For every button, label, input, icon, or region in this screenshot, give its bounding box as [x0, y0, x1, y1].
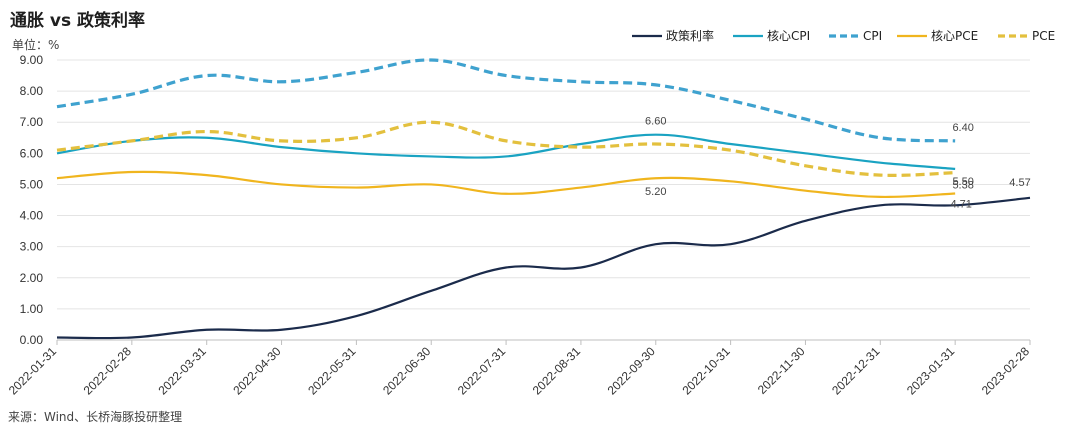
x-tick-label: 2023-02-28	[979, 344, 1033, 398]
y-tick-label: 8.00	[20, 84, 44, 98]
x-tick-label: 2022-08-31	[530, 344, 584, 398]
data-label: 5.50	[952, 176, 973, 188]
series-lines	[56, 58, 1031, 340]
series-line-核心PCE	[56, 170, 956, 199]
x-tick-label: 2022-09-30	[605, 344, 659, 398]
data-label: 4.57	[1009, 177, 1030, 189]
data-label: 5.20	[645, 186, 666, 198]
legend-label: 核心PCE	[931, 29, 978, 43]
x-tick-label: 2022-01-31	[6, 344, 60, 398]
series-line-PCE	[56, 120, 956, 177]
y-tick-label: 4.00	[20, 209, 44, 223]
chart-title: 通胀 vs 政策利率	[10, 11, 146, 31]
x-tick-label: 2022-02-28	[81, 344, 135, 398]
series-line-CPI	[56, 58, 956, 143]
legend-label: CPI	[863, 29, 882, 43]
series-line-政策利率	[56, 196, 1031, 340]
data-labels: 6.60 5.20 6.40 5.505.38 4.71 4.57	[645, 116, 1031, 211]
x-tick-label: 2022-06-30	[380, 344, 434, 398]
y-tick-label: 2.00	[20, 271, 44, 285]
legend-label: 政策利率	[666, 28, 714, 43]
data-label: 6.40	[952, 122, 973, 134]
gridlines	[57, 59, 1030, 341]
legend: 政策利率 核心CPI CPI 核心PCE PCE	[632, 28, 1055, 43]
x-tick-label: 2022-12-31	[829, 344, 883, 398]
y-tick-label: 0.00	[20, 333, 44, 347]
y-tick-label: 3.00	[20, 240, 44, 254]
data-label: 4.71	[950, 198, 971, 210]
y-tick-label: 5.00	[20, 177, 44, 191]
legend-label: PCE	[1032, 29, 1055, 43]
x-tick-label: 2022-07-31	[455, 344, 509, 398]
y-tick-label: 7.00	[20, 115, 44, 129]
x-tick-label: 2023-01-31	[904, 344, 958, 398]
x-tick-label: 2022-04-30	[230, 344, 284, 398]
x-tick-label: 2022-05-31	[305, 344, 359, 398]
unit-label: 单位：%	[12, 38, 60, 52]
x-tick-label: 2022-03-31	[156, 344, 210, 398]
y-tick-label: 1.00	[20, 302, 44, 316]
data-label: 5.38	[952, 180, 973, 192]
y-tick-label: 6.00	[20, 146, 44, 160]
data-label: 6.60	[645, 116, 666, 128]
legend-label: 核心CPI	[767, 29, 810, 43]
source-note: 来源：Wind、长桥海豚投研整理	[8, 410, 183, 424]
series-line-核心CPI	[56, 133, 956, 170]
x-axis: 2022-01-31 2022-02-28 2022-03-31 2022-04-30…	[6, 340, 1033, 398]
x-tick-label: 2022-11-30	[755, 344, 808, 397]
y-tick-label: 9.00	[20, 53, 44, 67]
y-axis: 0.00 1.00 2.00 3.00 4.00 5.00 6.00 7.00 8.00 9.00	[20, 53, 44, 347]
x-tick-label: 2022-10-31	[679, 344, 733, 398]
